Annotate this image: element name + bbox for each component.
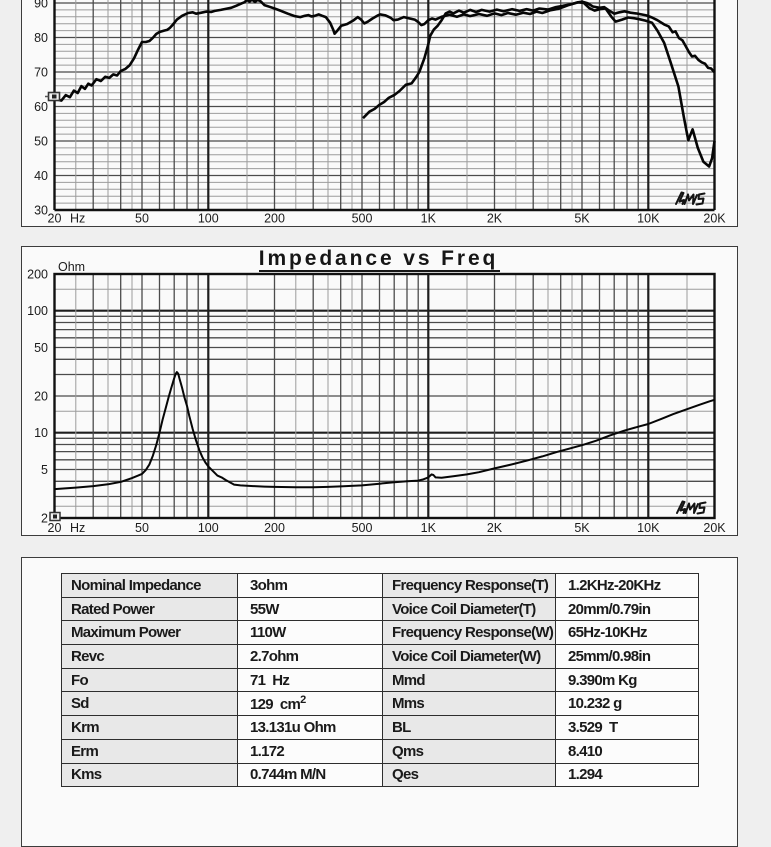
svg-text:500: 500 xyxy=(352,212,373,226)
svg-text:200: 200 xyxy=(264,212,285,226)
svg-text:100: 100 xyxy=(27,304,48,318)
svg-text:50: 50 xyxy=(34,341,48,355)
svg-text:5: 5 xyxy=(41,463,48,477)
svg-text:10: 10 xyxy=(34,426,48,440)
svg-text:20: 20 xyxy=(48,521,62,535)
svg-text:5K: 5K xyxy=(574,521,590,535)
svg-text:20: 20 xyxy=(34,390,48,404)
svg-text:50: 50 xyxy=(135,521,149,535)
svg-text:Ohm: Ohm xyxy=(58,260,85,274)
svg-text:90: 90 xyxy=(34,0,48,11)
svg-text:20K: 20K xyxy=(703,212,726,226)
svg-text:10K: 10K xyxy=(637,521,660,535)
svg-text:2K: 2K xyxy=(487,212,503,226)
svg-text:10K: 10K xyxy=(637,212,660,226)
svg-text:80: 80 xyxy=(34,31,48,45)
svg-text:100: 100 xyxy=(198,521,219,535)
svg-text:Hz: Hz xyxy=(70,521,85,535)
svg-text:1K: 1K xyxy=(421,212,437,226)
svg-text:20K: 20K xyxy=(703,521,726,535)
svg-text:60: 60 xyxy=(34,100,48,114)
svg-text:50: 50 xyxy=(135,212,149,226)
svg-text:Hz: Hz xyxy=(70,212,85,226)
svg-text:20: 20 xyxy=(48,212,62,226)
svg-text:500: 500 xyxy=(352,521,373,535)
svg-text:1K: 1K xyxy=(421,521,437,535)
svg-text:5K: 5K xyxy=(574,212,590,226)
svg-text:50: 50 xyxy=(34,135,48,149)
svg-text:40: 40 xyxy=(34,169,48,183)
svg-text:200: 200 xyxy=(264,521,285,535)
svg-text:2K: 2K xyxy=(487,521,503,535)
svg-text:100: 100 xyxy=(198,212,219,226)
svg-text:2: 2 xyxy=(41,512,48,526)
svg-text:200: 200 xyxy=(27,268,48,282)
svg-text:70: 70 xyxy=(34,66,48,80)
svg-text:30: 30 xyxy=(34,204,48,218)
